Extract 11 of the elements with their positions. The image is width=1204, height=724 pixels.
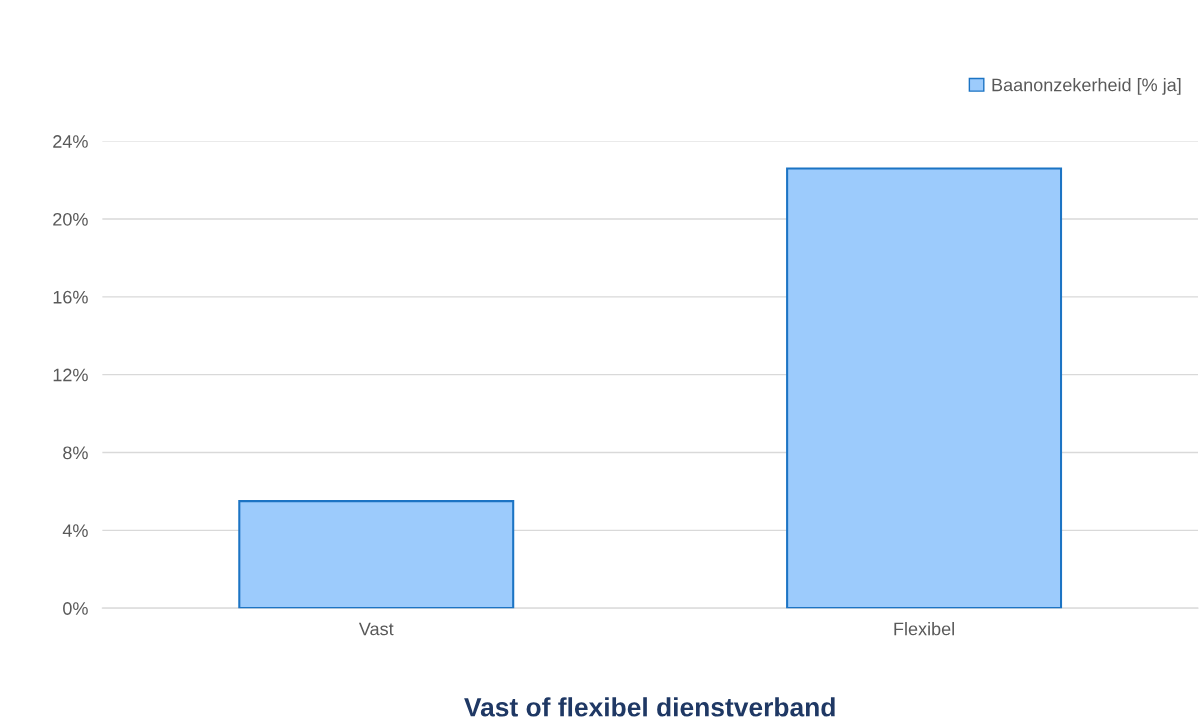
legend-label: Baanonzekerheid [% ja] [992, 78, 1181, 95]
y-tick-label: 8% [63, 446, 88, 460]
x-tick-label: Vast [358, 622, 394, 636]
x-axis-title: Vast of flexibel dienstverband [464, 697, 835, 717]
y-tick-label: 24% [53, 135, 88, 148]
y-tick-label: 16% [53, 290, 88, 304]
y-tick-label: 20% [53, 212, 88, 226]
y-tick-label: 0% [63, 602, 88, 615]
y-tick-label: 4% [62, 524, 88, 537]
x-tick-label: Flexibel [894, 622, 954, 636]
y-tick-label: 12% [53, 368, 88, 382]
